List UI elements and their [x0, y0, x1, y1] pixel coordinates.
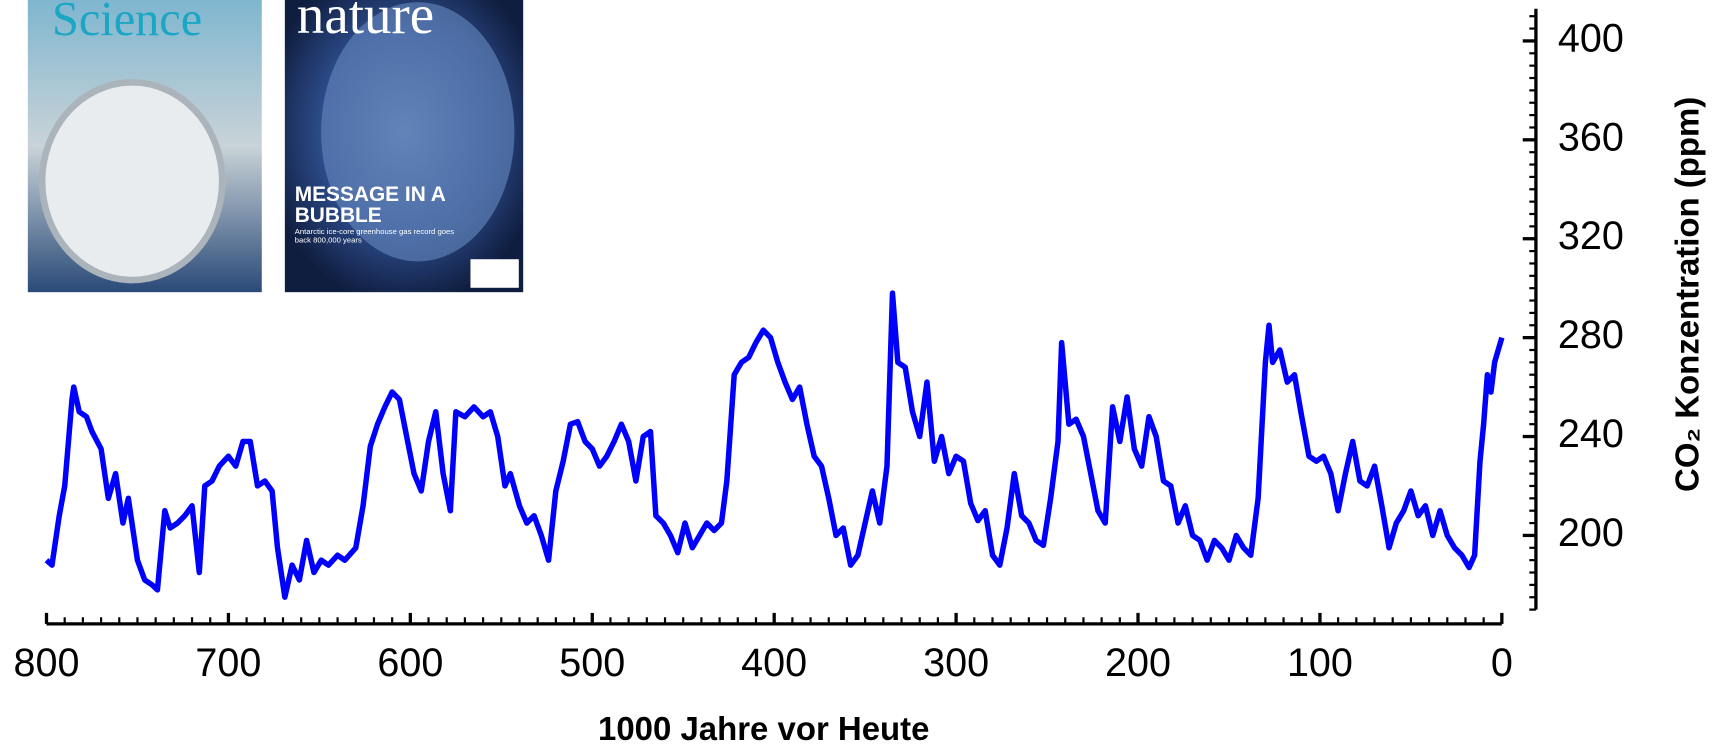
x-tick-label: 300 [923, 641, 989, 685]
y-tick-label: 400 [1558, 16, 1624, 60]
co2-line [44, 290, 1505, 600]
y-tick-label: 240 [1558, 412, 1624, 456]
y-tick-label: 200 [1558, 511, 1624, 555]
x-tick-label: 700 [195, 641, 261, 685]
cover-text: MESSAGE IN A BUBBLE Antarctic ice-core g… [294, 184, 455, 245]
x-tick-label: 500 [559, 641, 625, 685]
y-axis-label: CO₂ Konzentration (ppm) [1668, 97, 1705, 492]
x-tick-label: 600 [377, 641, 443, 685]
y-tick-label: 280 [1558, 313, 1624, 357]
x-tick-label: 0 [1491, 641, 1513, 685]
cover-title: Science [52, 0, 202, 46]
x-tick-label: 100 [1287, 641, 1353, 685]
nature-cover: nature MESSAGE IN A BUBBLE Antarctic ice… [284, 0, 524, 293]
x-axis-label: 1000 Jahre vor Heute [598, 710, 929, 747]
bubble [321, 2, 515, 262]
y-tick-label: 320 [1558, 214, 1624, 258]
ice-core [38, 79, 226, 284]
cover-subline: Antarctic ice-core greenhouse gas record… [294, 228, 455, 245]
x-tick-label: 200 [1105, 641, 1171, 685]
x-tick-label: 800 [14, 641, 80, 685]
science-cover: Science [27, 0, 262, 293]
barcode [470, 259, 519, 288]
y-tick-label: 360 [1558, 115, 1624, 159]
cover-headline: MESSAGE IN A BUBBLE [294, 184, 446, 228]
x-tick-label: 400 [741, 641, 807, 685]
cover-title: nature [297, 0, 434, 45]
